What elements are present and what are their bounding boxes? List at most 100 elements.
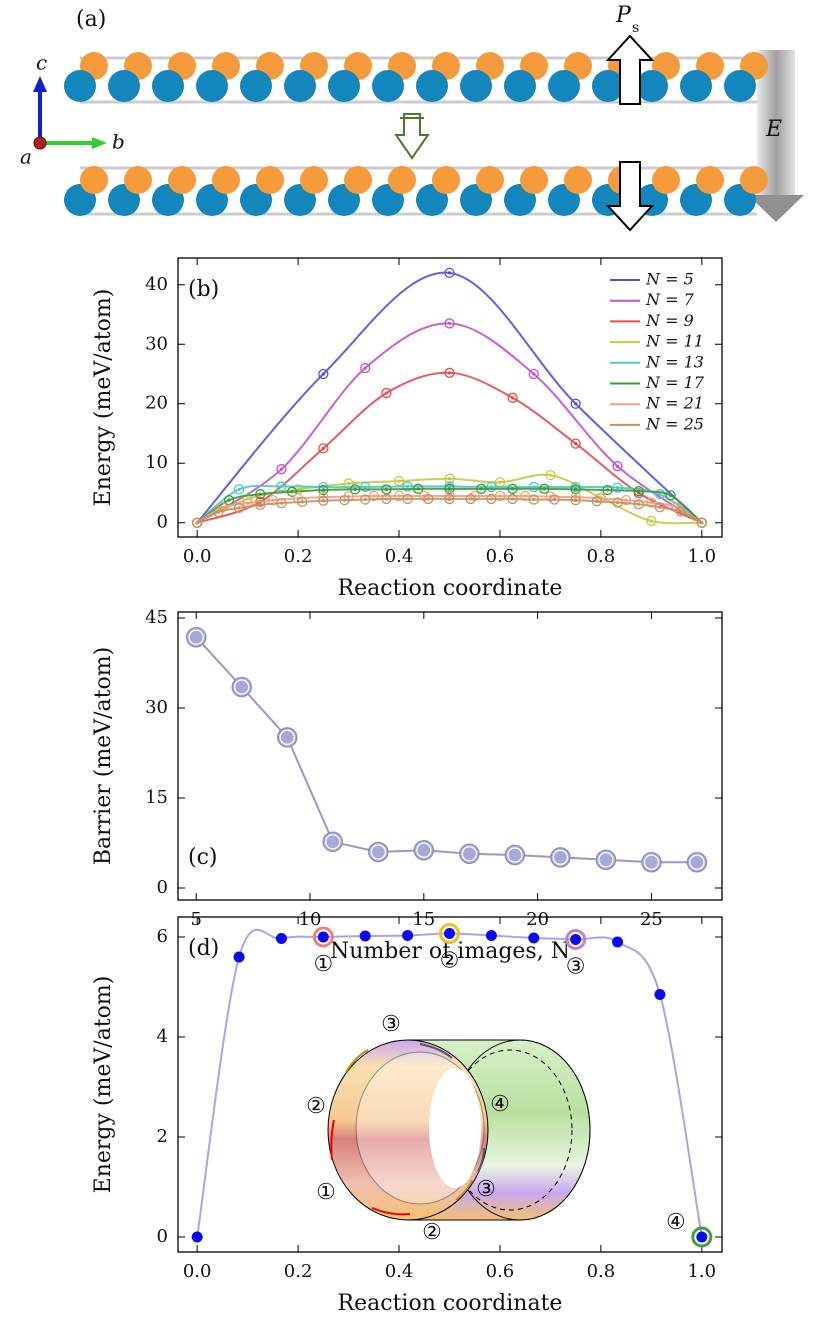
data-point xyxy=(317,931,329,943)
x-tick-label: 25 xyxy=(640,909,663,930)
data-point-center xyxy=(321,372,325,376)
x-tick-label: 0.4 xyxy=(385,546,414,567)
atom xyxy=(520,166,548,194)
data-point xyxy=(486,493,497,505)
data-point-center xyxy=(510,487,515,491)
atom xyxy=(300,166,328,194)
data-point xyxy=(276,481,287,492)
y-tick-label: 15 xyxy=(145,787,168,808)
data-point xyxy=(444,493,455,505)
data-point-inner xyxy=(689,854,705,870)
data-point xyxy=(444,473,455,484)
x-tick-label: 0.6 xyxy=(486,1261,515,1282)
data-point-center xyxy=(637,502,641,506)
atom xyxy=(328,70,360,102)
data-point xyxy=(612,482,623,493)
atom xyxy=(504,70,536,102)
data-point xyxy=(633,499,644,510)
data-point xyxy=(591,496,602,507)
data-point xyxy=(570,438,581,449)
data-point-inner xyxy=(188,629,204,645)
data-point-center xyxy=(372,494,376,498)
data-point xyxy=(444,267,455,279)
polarization-subscript: s xyxy=(632,20,639,36)
atom xyxy=(64,70,96,102)
data-point xyxy=(570,494,581,506)
atom xyxy=(636,70,668,102)
data-point-inner xyxy=(370,844,386,860)
data-point xyxy=(612,497,623,508)
data-point-center xyxy=(649,519,653,523)
data-point xyxy=(612,461,623,472)
data-point xyxy=(233,484,245,495)
inset-label: ① xyxy=(316,1180,336,1205)
data-point-center xyxy=(552,497,557,502)
data-point xyxy=(507,483,518,494)
polarization-down xyxy=(605,161,655,232)
atom xyxy=(284,70,316,102)
x-tick-label: 0.6 xyxy=(486,546,515,567)
data-point-center xyxy=(384,391,389,395)
y-tick-label: 6 xyxy=(157,926,168,947)
inset-label: ③ xyxy=(381,1012,401,1037)
y-axis-label: Barrier (meV/atom) xyxy=(91,647,116,865)
data-point-inner xyxy=(643,854,660,870)
data-point xyxy=(402,481,413,492)
y-tick-label: 45 xyxy=(145,607,168,628)
legend-label: N = 7 xyxy=(645,290,695,309)
data-point xyxy=(675,506,686,517)
atom xyxy=(256,166,284,194)
legend-label: N = 21 xyxy=(645,394,704,413)
data-point-center xyxy=(447,271,452,275)
highlight-ring xyxy=(565,929,587,950)
data-point-center xyxy=(237,506,241,510)
inset-diagram xyxy=(327,1039,591,1221)
atom xyxy=(460,70,492,102)
data-point xyxy=(381,493,392,505)
atom xyxy=(124,166,152,194)
inset-label: ④ xyxy=(490,1092,510,1117)
data-point-center xyxy=(342,498,347,502)
y-tick-label: 2 xyxy=(157,1126,168,1147)
data-point xyxy=(476,483,487,494)
data-point xyxy=(528,932,540,944)
data-point xyxy=(539,483,550,494)
legend-label: N = 17 xyxy=(645,373,705,392)
data-point xyxy=(507,493,518,505)
data-point xyxy=(402,493,413,505)
data-point xyxy=(213,506,224,518)
atom xyxy=(592,70,624,102)
data-point-center xyxy=(479,487,483,491)
x-tick-label: 0.0 xyxy=(183,546,212,567)
data-point-center xyxy=(195,521,199,525)
structure-panel: (a) c a b P s E xyxy=(20,3,804,232)
atom xyxy=(476,166,504,194)
data-point-center xyxy=(279,484,284,489)
x-tick-label: 0.4 xyxy=(385,1261,414,1282)
data-point xyxy=(696,517,707,528)
highlight-label: ③ xyxy=(566,955,586,980)
data-point-center xyxy=(595,499,599,503)
highlight-ring xyxy=(691,1226,713,1248)
data-point xyxy=(549,494,560,505)
data-point-center xyxy=(279,501,284,505)
atom xyxy=(564,166,592,194)
data-point-center xyxy=(637,489,641,493)
data-point xyxy=(296,496,308,508)
data-point xyxy=(465,493,476,505)
data-point-center xyxy=(296,487,300,492)
highlight-label: ④ xyxy=(666,1210,686,1235)
data-point xyxy=(485,930,497,941)
data-point-center xyxy=(532,497,536,502)
data-point-center xyxy=(510,396,515,400)
axis-label: a xyxy=(20,145,32,169)
atom xyxy=(212,166,240,194)
data-point xyxy=(381,387,392,399)
data-point-center xyxy=(447,494,452,498)
panel-label: (b) xyxy=(188,277,219,302)
data-point-center xyxy=(523,494,527,498)
data-point-center xyxy=(447,321,452,326)
data-point xyxy=(612,936,624,948)
atom xyxy=(432,166,460,194)
data-point xyxy=(242,497,253,509)
